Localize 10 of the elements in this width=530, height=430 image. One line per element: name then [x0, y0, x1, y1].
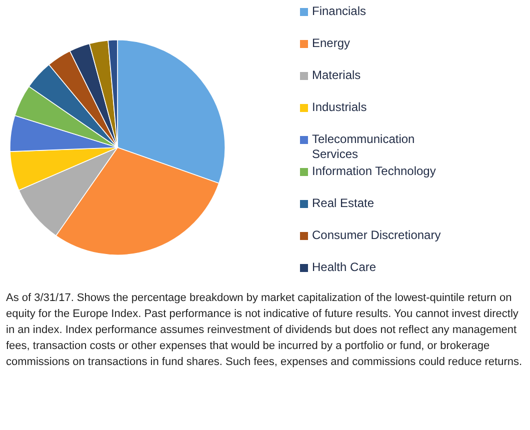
- legend-label: Financials: [312, 4, 368, 19]
- text: As of 3/31/17. Shows the percentage breakdown by market capitalization of the lowest-quintile return on equity for the Europe Index. Past performance is not indicative of future results. You cannot invest directly in an index. Index performance assumes reinvestment of dividends but does not reflect any management fees, transaction costs or other expenses that would be incurred by a portfolio or fund, or brokerage commissions on transactions in fund shares. Such fees, expenses and commissions could reduce returns.: [5, 291, 524, 370]
- legend-label: Consumer Discretionary: [312, 228, 442, 243]
- legend-label: Real Estate: [312, 196, 376, 211]
- legend-label: Energy: [312, 36, 352, 51]
- legend-label: Health Care: [312, 260, 378, 275]
- legend-label: Materials: [312, 68, 362, 83]
- legend-label: Industrials: [312, 100, 368, 115]
- legend-label: Telecommunication Services: [312, 132, 416, 162]
- legend-label: Information Technology: [312, 164, 437, 179]
